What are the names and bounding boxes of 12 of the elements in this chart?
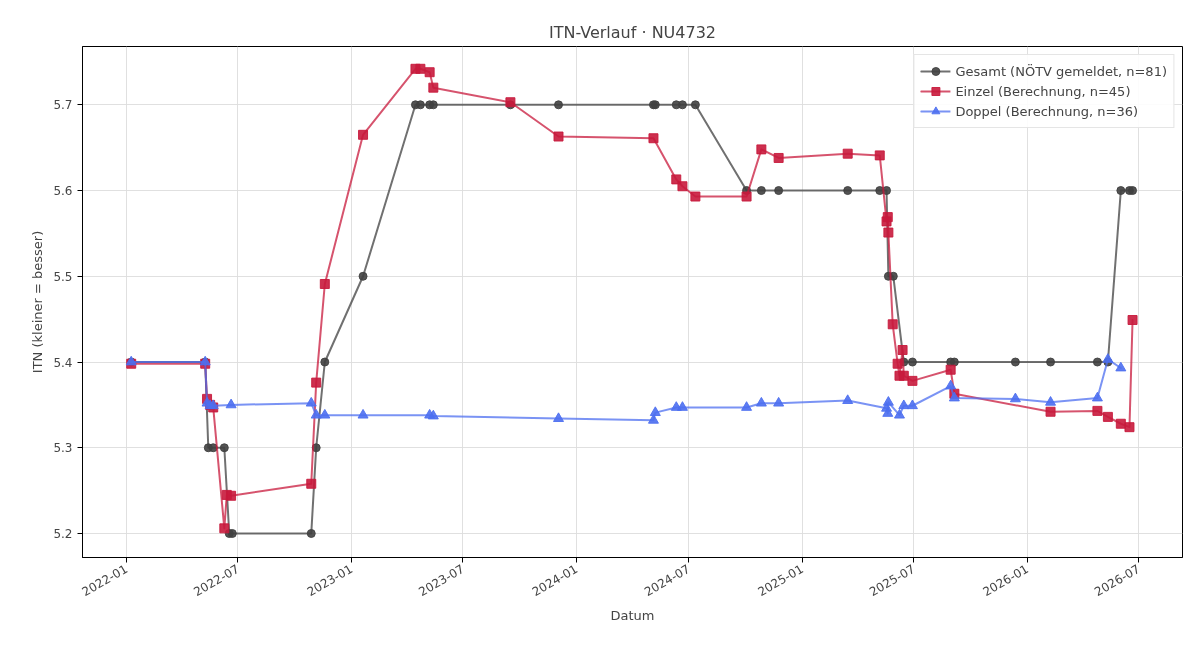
y-tick-label: 5.6 [53,184,73,199]
y-axis-title: ITN (kleiner = besser) [30,230,46,374]
legend-label: Gesamt (NÖTV gemeldet, n=81) [955,63,1167,79]
x-axis-title: Datum [610,608,655,624]
legend-label: Doppel (Berechnung, n=36) [955,103,1139,119]
y-tick-label: 5.2 [53,526,73,541]
y-tick-label: 5.3 [53,441,73,456]
legend-label: Einzel (Berechnung, n=45) [955,83,1131,99]
y-tick-label: 5.5 [53,269,73,284]
y-tick-label: 5.4 [53,355,73,370]
chart-title: ITN-Verlauf · NU4732 [548,22,717,42]
y-tick-label: 5.7 [53,98,73,113]
